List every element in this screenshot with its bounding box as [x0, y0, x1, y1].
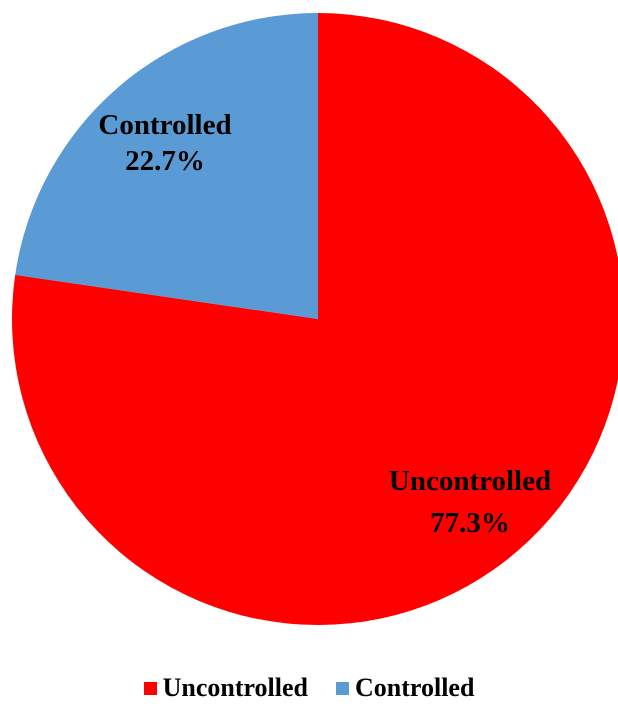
legend-item-uncontrolled: Uncontrolled [143, 673, 308, 702]
legend-label-controlled: Controlled [355, 673, 475, 702]
legend-swatch-controlled [336, 681, 349, 695]
legend-swatch-uncontrolled [143, 681, 157, 695]
pie-slice-controlled [15, 13, 319, 319]
legend-label-uncontrolled: Uncontrolled [162, 673, 308, 702]
slice-value-uncontrolled: 77.3% [430, 507, 510, 539]
slice-label-uncontrolled: Uncontrolled [389, 465, 551, 497]
pie-slice-uncontrolled [12, 13, 618, 625]
slice-label-controlled: Controlled [98, 109, 231, 141]
legend: Uncontrolled Controlled [0, 672, 618, 704]
legend-item-controlled: Controlled [336, 675, 474, 701]
slice-value-controlled: 22.7% [125, 145, 205, 177]
